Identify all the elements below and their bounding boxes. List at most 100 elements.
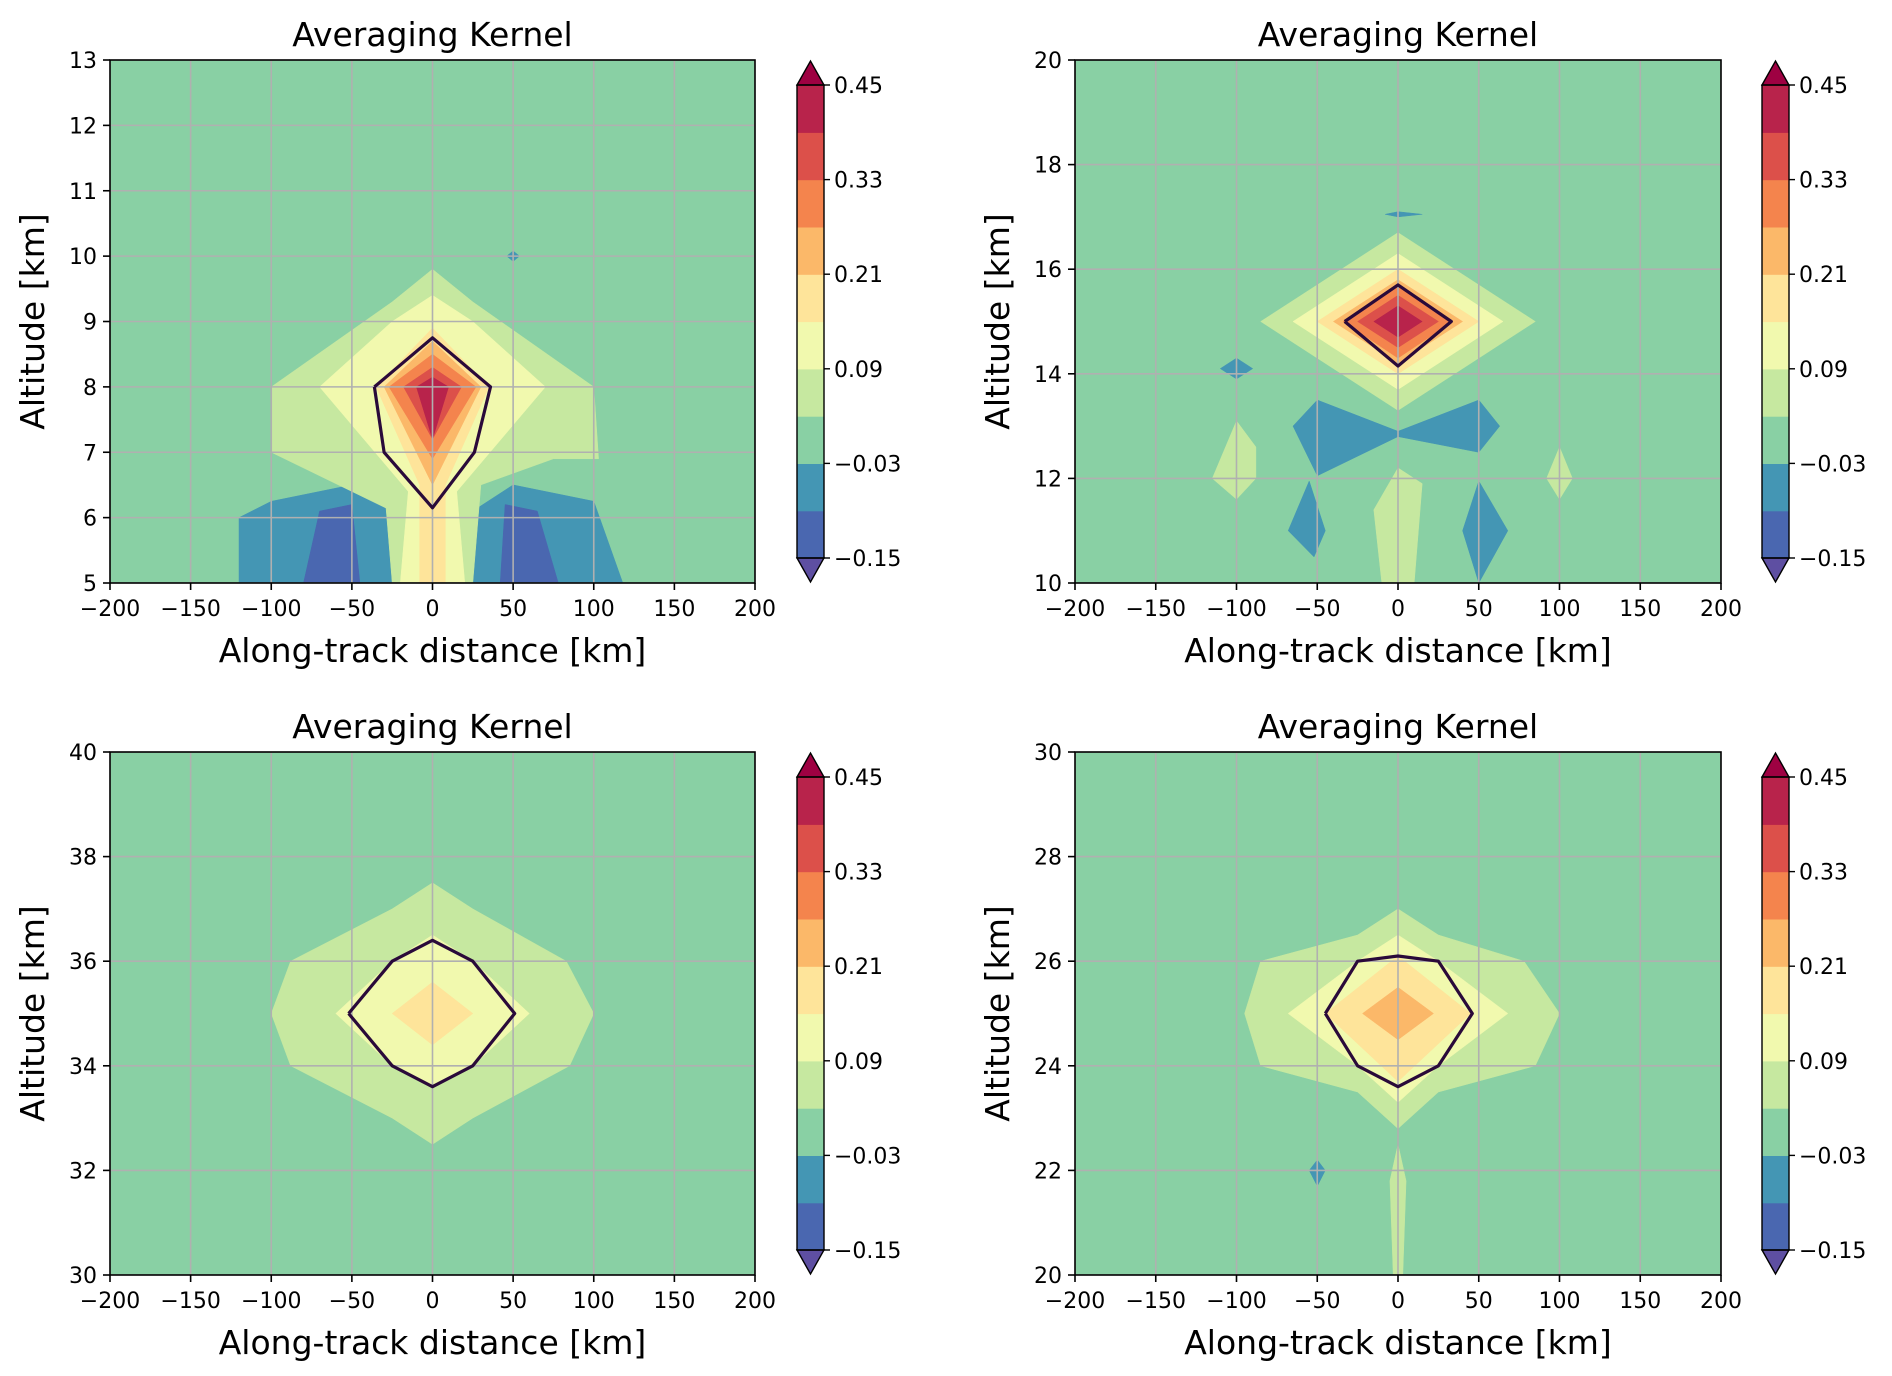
colorbar-tick-label: 0.09 <box>1799 358 1848 383</box>
colorbar-segment-2 <box>1762 1155 1789 1204</box>
chart-title: Averaging Kernel <box>1258 707 1538 746</box>
y-tick-label: 14 <box>1034 363 1062 388</box>
y-tick-label: 34 <box>69 1055 97 1080</box>
heatmap-region-12 <box>1385 211 1423 218</box>
colorbar-segment-2 <box>797 1155 824 1204</box>
colorbar-extend-high <box>795 59 826 86</box>
y-tick-label: 30 <box>69 1264 97 1289</box>
colorbar-extend-low <box>1760 557 1791 584</box>
colorbar-tick-label: 0.33 <box>1799 861 1848 886</box>
x-tick-label: 150 <box>653 597 695 622</box>
plot-area <box>1075 60 1721 583</box>
colorbar-segment-6 <box>797 274 824 323</box>
y-tick-label: 18 <box>1034 154 1062 179</box>
colorbar-extend-high <box>1760 751 1791 778</box>
colorbar-segment-7 <box>1762 918 1789 967</box>
x-tick-label: −100 <box>241 1289 301 1314</box>
x-tick-label: −200 <box>80 597 140 622</box>
contour-line <box>1323 954 1474 1089</box>
x-tick-label: 100 <box>573 597 615 622</box>
colorbar-segment-1 <box>1762 510 1789 559</box>
colorbar-segment-4 <box>1762 1060 1789 1109</box>
x-axis-label: Along-track distance [km] <box>219 631 647 670</box>
colorbar-segment-2 <box>797 463 824 512</box>
colorbar-extend-high <box>1760 59 1791 86</box>
y-tick-label: 10 <box>69 245 97 270</box>
colorbar-tick-label: −0.15 <box>834 547 901 572</box>
y-tick-label: 6 <box>83 507 97 532</box>
x-tick-label: 200 <box>734 597 776 622</box>
chart-title: Averaging Kernel <box>1258 15 1538 54</box>
colorbar-tick-label: 0.33 <box>834 861 883 886</box>
y-tick-label: 8 <box>83 376 97 401</box>
colorbar-segment-7 <box>797 226 824 275</box>
x-tick-label: −50 <box>329 597 375 622</box>
plot-area <box>110 60 755 583</box>
y-tick-label: 10 <box>1034 572 1062 597</box>
heatmap-region-11 <box>1462 480 1509 583</box>
colorbar-tick-label: 0.33 <box>834 169 883 194</box>
colorbar-tick-label: −0.03 <box>834 1144 901 1169</box>
y-tick-label: 36 <box>69 950 97 975</box>
colorbar-segment-4 <box>797 368 824 417</box>
colorbar-segment-1 <box>1762 1202 1789 1251</box>
colorbar-segment-4 <box>1762 368 1789 417</box>
colorbar-segment-4 <box>797 1060 824 1109</box>
colorbar-tick-label: −0.15 <box>1799 1239 1866 1264</box>
y-axis-label: Altitude [km] <box>978 213 1017 429</box>
colorbar-extend-low <box>1760 1249 1791 1276</box>
colorbar-segment-10 <box>1762 85 1789 133</box>
x-tick-label: 150 <box>653 1289 695 1314</box>
colorbar-segment-7 <box>797 918 824 967</box>
chart-panel-2: −200 −150 −100 −50 0 50 100 150 200 10 12 14 16 18 20 A… <box>978 15 1866 670</box>
x-tick-label: 50 <box>1465 597 1493 622</box>
colorbar-segment-3 <box>1762 1108 1789 1156</box>
y-tick-label: 11 <box>69 180 97 205</box>
colorbar-segment-5 <box>797 1013 824 1062</box>
colorbar-tick-label: 0.21 <box>834 263 883 288</box>
chart-panel-4: −200 −150 −100 −50 0 50 100 150 200 20 22 24 26 28 30 A… <box>978 707 1866 1362</box>
x-tick-label: −200 <box>1045 597 1105 622</box>
heatmap-region-4 <box>499 504 559 583</box>
x-tick-label: −150 <box>1126 597 1186 622</box>
x-tick-label: 200 <box>1700 597 1742 622</box>
colorbar-segment-6 <box>1762 966 1789 1015</box>
colorbar-segment-10 <box>1762 777 1789 825</box>
contour-line <box>1343 283 1453 368</box>
colorbar-segment-9 <box>1762 824 1789 873</box>
colorbar-tick-label: 0.09 <box>834 1050 883 1075</box>
x-tick-label: 0 <box>426 597 440 622</box>
y-tick-label: 16 <box>1034 258 1062 283</box>
x-tick-label: −150 <box>160 597 220 622</box>
colorbar-tick-label: −0.15 <box>834 1239 901 1264</box>
y-tick-label: 28 <box>1034 846 1062 871</box>
x-tick-label: 150 <box>1619 1289 1661 1314</box>
y-tick-label: 24 <box>1034 1055 1062 1080</box>
colorbar-tick-label: 0.33 <box>1799 169 1848 194</box>
colorbar: 0.45 0.33 0.21 0.09 −0.03 −0.15 <box>795 751 901 1276</box>
y-tick-label: 26 <box>1034 950 1062 975</box>
colorbar-segment-10 <box>797 85 824 133</box>
colorbar-segment-5 <box>1762 321 1789 370</box>
y-tick-label: 20 <box>1034 49 1062 74</box>
colorbar: 0.45 0.33 0.21 0.09 −0.03 −0.15 <box>1760 59 1866 584</box>
colorbar-frame <box>1761 84 1790 559</box>
colorbar: 0.45 0.33 0.21 0.09 −0.03 −0.15 <box>795 59 901 584</box>
y-tick-label: 30 <box>1034 741 1062 766</box>
y-tick-label: 38 <box>69 846 97 871</box>
x-tick-label: −50 <box>1294 1289 1340 1314</box>
colorbar-tick-label: 0.45 <box>834 766 883 791</box>
colorbar-tick-label: 0.45 <box>1799 766 1848 791</box>
colorbar-extend-high <box>795 751 826 778</box>
colorbar-segment-8 <box>797 179 824 228</box>
x-axis-label: Along-track distance [km] <box>219 1323 647 1362</box>
colorbar-segment-5 <box>1762 1013 1789 1062</box>
colorbar-segment-10 <box>797 777 824 825</box>
colorbar-segment-6 <box>797 966 824 1015</box>
colorbar-tick-label: 0.45 <box>834 74 883 99</box>
colorbar-segment-1 <box>797 510 824 559</box>
y-tick-label: 32 <box>69 1159 97 1184</box>
y-tick-label: 20 <box>1034 1264 1062 1289</box>
x-tick-label: 0 <box>1391 1289 1405 1314</box>
